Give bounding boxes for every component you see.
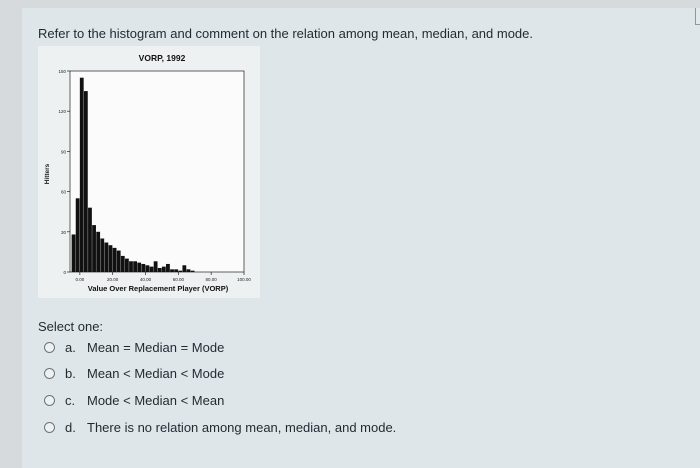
y-tick-label: 150: [58, 69, 66, 74]
histogram-bar: [182, 265, 187, 272]
y-axis-label: Hitters: [44, 163, 51, 184]
option-d[interactable]: d. There is no relation among mean, medi…: [44, 418, 396, 436]
histogram-bar: [83, 91, 88, 272]
histogram-bar: [141, 263, 146, 272]
option-a[interactable]: a. Mean = Median = Mode: [44, 338, 224, 356]
histogram-svg: VORP, 1992 Hitters Value Over Replacemen…: [44, 53, 251, 293]
histogram-bar: [124, 258, 129, 272]
histogram-bar: [174, 269, 179, 272]
radio-a[interactable]: [44, 341, 55, 353]
x-tick-label: 100.00: [237, 277, 251, 282]
histogram-bar: [100, 238, 105, 272]
histogram-bar: [112, 247, 117, 272]
histogram-bar: [88, 207, 92, 272]
histogram-bar: [190, 270, 195, 272]
radio-b[interactable]: [44, 367, 55, 379]
y-tick-label: 90: [61, 149, 67, 154]
x-tick-label: 80.00: [206, 277, 218, 282]
histogram-bar: [170, 269, 174, 272]
radio-c[interactable]: [44, 394, 55, 406]
histogram-bar: [149, 266, 154, 272]
corner-tab: [695, 8, 700, 25]
option-b-text: Mean < Median < Mode: [87, 365, 225, 381]
chart-title: VORP, 1992: [139, 53, 186, 63]
option-c-text: Mode < Median < Mean: [87, 392, 225, 408]
x-tick-label: 60.00: [173, 277, 185, 282]
y-tick-label: 60: [61, 190, 67, 195]
histogram-bar: [104, 242, 109, 272]
y-tick-label: 30: [61, 230, 67, 235]
x-axis-label: Value Over Replacement Player (VORP): [88, 284, 229, 293]
option-a-letter: a.: [65, 339, 76, 355]
y-tick-label: 120: [58, 109, 66, 114]
option-d-text: There is no relation among mean, median,…: [87, 419, 397, 435]
option-a-text: Mean = Median = Mode: [87, 339, 225, 355]
histogram-bar: [108, 245, 113, 272]
histogram-bar: [75, 198, 80, 272]
option-d-letter: d.: [65, 419, 76, 435]
histogram-bar: [71, 234, 76, 272]
radio-d[interactable]: [44, 421, 55, 433]
question-text: Refer to the histogram and comment on th…: [38, 26, 534, 41]
select-one-label: Select one:: [38, 319, 104, 334]
histogram-bar: [92, 225, 96, 272]
histogram-figure: VORP, 1992 Hitters Value Over Replacemen…: [38, 46, 260, 298]
histogram-bar: [129, 261, 133, 272]
histogram-bar: [145, 265, 150, 272]
plot-frame: [69, 70, 245, 273]
option-c[interactable]: c. Mode < Median < Mean: [44, 391, 224, 409]
histogram-bar: [79, 77, 84, 272]
histogram-bar: [161, 266, 166, 272]
option-b-letter: b.: [65, 365, 76, 381]
histogram-bar: [178, 270, 183, 272]
y-tick-label: 0: [63, 270, 66, 275]
option-c-letter: c.: [65, 392, 76, 408]
x-tick-label: 20.00: [107, 277, 119, 282]
histogram-bar: [133, 261, 138, 272]
histogram-bar: [157, 267, 162, 272]
option-b[interactable]: b. Mean < Median < Mode: [44, 364, 224, 382]
histogram-bar: [137, 262, 142, 272]
histogram-bar: [120, 255, 125, 272]
x-tick-label: 40.00: [140, 277, 152, 282]
histogram-bar: [166, 263, 170, 272]
histogram-bar: [116, 250, 121, 272]
histogram-bar: [153, 261, 158, 272]
histogram-bar: [96, 231, 101, 272]
x-tick-label: 0.00: [75, 277, 84, 282]
histogram-bar: [186, 269, 191, 272]
